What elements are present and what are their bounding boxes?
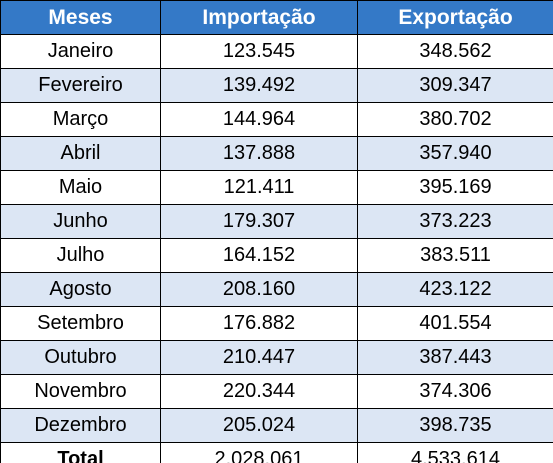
table-cell: 380.702 — [357, 102, 553, 137]
table-cell: 139.492 — [160, 68, 358, 103]
table-cell: 121.411 — [160, 170, 358, 205]
table-cell: 401.554 — [357, 306, 553, 341]
header-cell: Importação — [160, 0, 358, 35]
table-cell: 210.447 — [160, 340, 358, 375]
table-row: Março 144.964 380.702 — [0, 102, 553, 137]
header-cell: Meses — [0, 0, 161, 35]
table-row: Janeiro 123.545 348.562 — [0, 34, 553, 69]
table-cell: Outubro — [0, 340, 161, 375]
table-cell: Março — [0, 102, 161, 137]
table-cell: 205.024 — [160, 408, 358, 443]
table-cell: 208.160 — [160, 272, 358, 307]
table-row: Dezembro 205.024 398.735 — [0, 408, 553, 443]
total-cell: 2.028.061 — [160, 442, 358, 463]
table-row: Abril 137.888 357.940 — [0, 136, 553, 171]
table-cell: Abril — [0, 136, 161, 171]
table-row: Fevereiro 139.492 309.347 — [0, 68, 553, 103]
table-cell: 398.735 — [357, 408, 553, 443]
table-cell: 383.511 — [357, 238, 553, 273]
table-cell: Setembro — [0, 306, 161, 341]
table-cell: 176.882 — [160, 306, 358, 341]
table-cell: 144.964 — [160, 102, 358, 137]
table-cell: Maio — [0, 170, 161, 205]
table-cell: Novembro — [0, 374, 161, 409]
table-cell: 164.152 — [160, 238, 358, 273]
table-cell: 387.443 — [357, 340, 553, 375]
table-cell: 309.347 — [357, 68, 553, 103]
table-cell: 373.223 — [357, 204, 553, 239]
header-cell: Exportação — [357, 0, 553, 35]
table-cell: Junho — [0, 204, 161, 239]
table-cell: 137.888 — [160, 136, 358, 171]
table-row: Agosto 208.160 423.122 — [0, 272, 553, 307]
table-cell: Janeiro — [0, 34, 161, 69]
table-row: Setembro 176.882 401.554 — [0, 306, 553, 341]
table-cell: 395.169 — [357, 170, 553, 205]
table-row: Julho 164.152 383.511 — [0, 238, 553, 273]
table-cell: 179.307 — [160, 204, 358, 239]
table-cell: 423.122 — [357, 272, 553, 307]
table-row: Maio 121.411 395.169 — [0, 170, 553, 205]
total-cell: 4.533.614 — [357, 442, 553, 463]
table-cell: Dezembro — [0, 408, 161, 443]
total-row: Total 2.028.061 4.533.614 — [0, 442, 553, 463]
table-cell: Julho — [0, 238, 161, 273]
table-row: Junho 179.307 373.223 — [0, 204, 553, 239]
header-row: Meses Importação Exportação — [0, 0, 553, 35]
table-cell: Fevereiro — [0, 68, 161, 103]
table-cell: 348.562 — [357, 34, 553, 69]
table-cell: 357.940 — [357, 136, 553, 171]
table-cell: Agosto — [0, 272, 161, 307]
table-row: Outubro 210.447 387.443 — [0, 340, 553, 375]
total-cell: Total — [0, 442, 161, 463]
table-cell: 123.545 — [160, 34, 358, 69]
table-cell: 374.306 — [357, 374, 553, 409]
table-row: Novembro 220.344 374.306 — [0, 374, 553, 409]
table-cell: 220.344 — [160, 374, 358, 409]
